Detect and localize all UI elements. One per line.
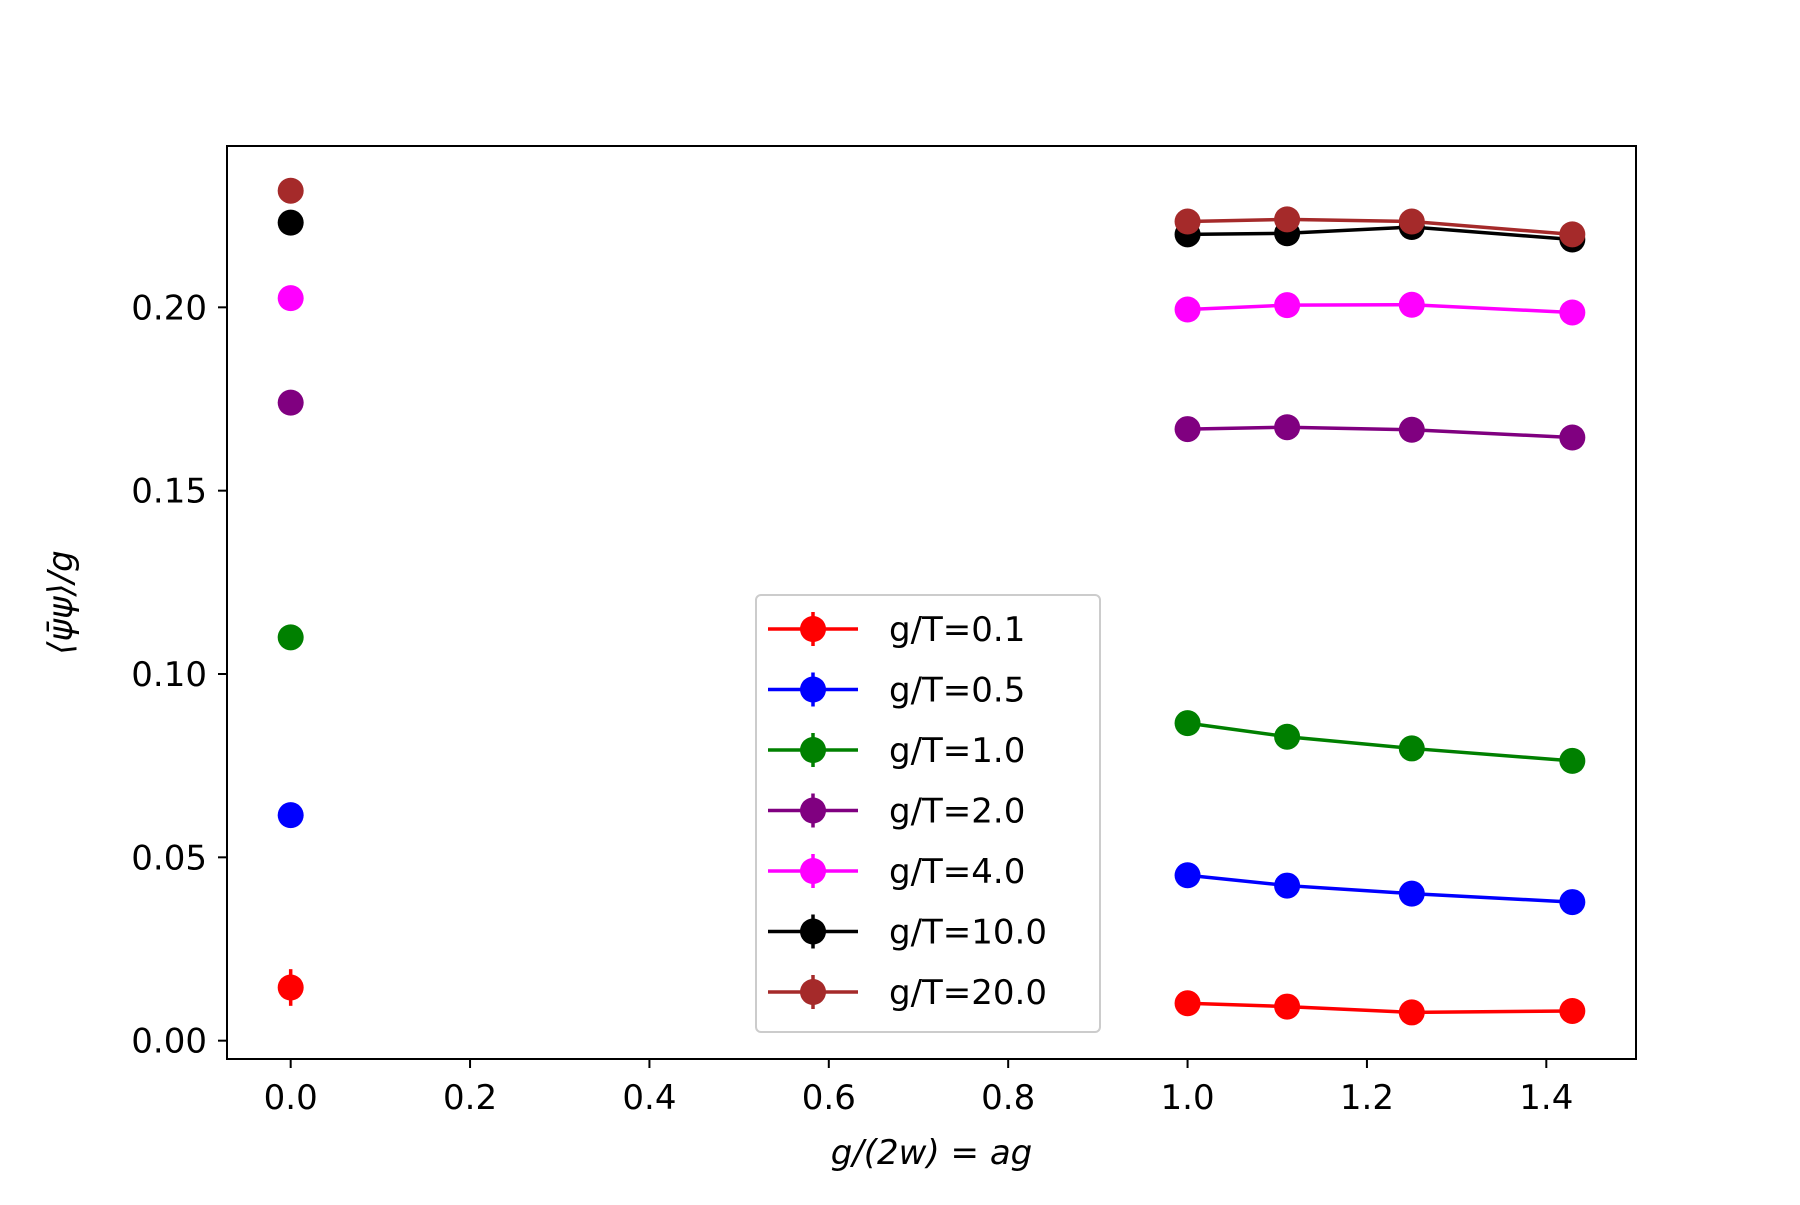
legend-marker (800, 918, 826, 945)
legend-item: g/T=2.0 (768, 792, 1025, 832)
series-line (1187, 303, 1573, 315)
data-point (1398, 735, 1425, 762)
plot-data (277, 177, 1586, 1026)
series-line (1187, 425, 1573, 440)
series-g/T=4.0 (277, 285, 1586, 326)
legend: g/T=0.1 g/T=0.5 g/T=1.0 g/T=2.0 g/T=4.0 g/T=1… (755, 594, 1101, 1033)
data-point (1274, 292, 1301, 319)
data-point (1274, 723, 1301, 750)
data-point (1174, 710, 1201, 737)
legend-label: g/T=4.0 (889, 852, 1025, 892)
data-point (1559, 221, 1586, 248)
data-point (277, 974, 304, 1001)
data-point (1274, 206, 1301, 233)
data-point (1559, 424, 1586, 451)
legend-label: g/T=20.0 (889, 973, 1047, 1013)
data-point (1398, 999, 1425, 1026)
series-line (1187, 873, 1573, 904)
legend-item: g/T=0.5 (768, 671, 1025, 711)
legend-label: g/T=2.0 (889, 792, 1025, 832)
series-g/T=0.5 (277, 802, 1586, 916)
legend-marker (800, 979, 826, 1005)
series-line (1187, 721, 1573, 763)
data-point (1398, 880, 1425, 907)
x-tick-label: 1.0 (1161, 1078, 1215, 1118)
data-point (1559, 889, 1586, 916)
data-point (1398, 208, 1425, 235)
data-point (1274, 414, 1301, 441)
series-g/T=0.1 (277, 969, 1586, 1026)
data-point (1398, 291, 1425, 318)
series-g/T=2.0 (277, 389, 1586, 451)
data-point (277, 177, 304, 204)
legend-item: g/T=10.0 (768, 913, 1047, 953)
series-g/T=20.0 (277, 177, 1586, 248)
series-line (1187, 1001, 1573, 1015)
data-point (1174, 416, 1201, 443)
data-point (277, 624, 304, 651)
legend-label: g/T=0.1 (889, 610, 1025, 650)
legend-marker (800, 676, 826, 703)
y-tick-label: 0.05 (131, 838, 207, 878)
x-tick-label: 1.4 (1519, 1078, 1573, 1118)
legend-marker (800, 737, 826, 763)
data-point (277, 285, 304, 312)
data-point (1274, 993, 1301, 1020)
legend-marker (800, 616, 826, 642)
data-point (1559, 299, 1586, 326)
legend-label: g/T=10.0 (889, 913, 1047, 953)
series-line (1187, 225, 1573, 242)
x-tick-label: 0.6 (802, 1078, 856, 1118)
x-tick-label: 0.0 (264, 1078, 318, 1118)
data-point (1174, 990, 1201, 1017)
legend-label: g/T=0.5 (889, 671, 1025, 711)
y-tick-label: 0.10 (131, 655, 207, 695)
legend-item: g/T=4.0 (768, 852, 1025, 892)
legend-label: g/T=1.0 (889, 731, 1025, 771)
series-g/T=1.0 (277, 624, 1586, 774)
y-axis-label: ⟨ψ̄ψ⟩/g (41, 550, 81, 654)
plot-frame (226, 145, 1637, 1060)
x-axis-label: g/(2w) = ag (831, 1133, 1033, 1173)
y-tick-label: 0.00 (131, 1022, 207, 1062)
legend-item: g/T=20.0 (768, 973, 1047, 1013)
legend-box (755, 594, 1101, 1033)
x-tick-label: 1.2 (1340, 1078, 1394, 1118)
data-point (1559, 997, 1586, 1024)
x-tick-label: 0.2 (443, 1078, 497, 1118)
y-tick-label: 0.15 (131, 472, 207, 512)
data-point (277, 802, 304, 829)
y-axis-ticks: 0.00 0.05 0.10 0.15 0.20 (131, 288, 227, 1062)
data-point (1174, 862, 1201, 889)
x-tick-label: 0.8 (981, 1078, 1035, 1118)
data-point (1398, 416, 1425, 443)
data-point (1174, 296, 1201, 323)
data-point (1274, 872, 1301, 899)
data-point (277, 209, 304, 236)
y-tick-label: 0.20 (131, 288, 207, 328)
x-tick-label: 0.4 (622, 1078, 676, 1118)
legend-marker (800, 797, 826, 824)
legend-marker (800, 858, 826, 884)
data-point (1174, 208, 1201, 235)
data-point (1559, 747, 1586, 774)
series-line (1187, 217, 1573, 237)
legend-item: g/T=1.0 (768, 731, 1025, 771)
data-point (277, 389, 304, 416)
x-axis-ticks: 0.0 0.2 0.4 0.6 0.8 1.0 1.2 1.4 (264, 1059, 1573, 1118)
legend-item: g/T=0.1 (768, 610, 1025, 650)
